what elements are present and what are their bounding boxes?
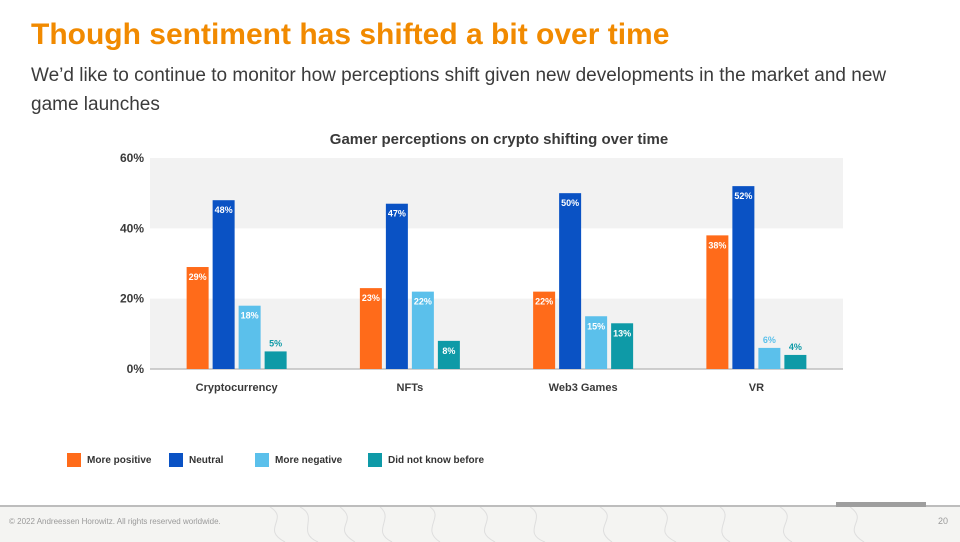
bar: [411, 291, 434, 369]
bar: [533, 291, 556, 369]
data-label: 29%: [189, 272, 207, 282]
bar: [732, 186, 755, 369]
bar: [359, 288, 382, 369]
data-label: 13%: [613, 328, 631, 338]
x-tick-label: NFTs: [397, 382, 424, 394]
legend-label: Neutral: [189, 454, 224, 466]
slide-title: Though sentiment has shifted a bit over …: [31, 18, 670, 51]
bar: [437, 340, 460, 369]
gridline-band: [150, 158, 843, 229]
bar-chart: Gamer perceptions on crypto shifting ove…: [120, 131, 843, 394]
legend-item: More positive: [67, 453, 151, 467]
chart-title: Gamer perceptions on crypto shifting ove…: [330, 131, 668, 148]
bar: [559, 193, 582, 369]
data-label: 5%: [269, 338, 282, 348]
y-tick-label: 60%: [120, 151, 144, 165]
data-label: 52%: [734, 191, 752, 201]
data-label: 4%: [789, 342, 802, 352]
legend-item: More negative: [255, 453, 342, 467]
data-label: 23%: [362, 293, 380, 303]
legend-label: More positive: [87, 454, 152, 466]
data-label: 22%: [535, 297, 553, 307]
data-label: 38%: [708, 240, 726, 250]
data-label: 8%: [442, 346, 455, 356]
bar: [186, 267, 209, 369]
data-label: 22%: [414, 297, 432, 307]
legend-item: Did not know before: [368, 453, 484, 467]
bar: [585, 316, 608, 369]
data-label: 18%: [241, 311, 259, 321]
data-label: 50%: [561, 198, 579, 208]
bar: [784, 354, 807, 369]
bar: [385, 203, 408, 369]
legend-label: More negative: [275, 454, 343, 466]
data-label: 48%: [215, 205, 233, 215]
footer-band: [0, 505, 960, 542]
footer-copyright: © 2022 Andreessen Horowitz. All rights r…: [9, 517, 221, 526]
page-number: 20: [937, 516, 948, 526]
legend-swatch: [255, 453, 269, 467]
y-tick-label: 20%: [120, 292, 144, 306]
footer-accent-bar: [836, 502, 926, 507]
bar: [238, 305, 261, 369]
legend-item: Neutral: [169, 453, 223, 467]
footer-topography-pattern: [269, 507, 865, 542]
legend-swatch: [67, 453, 81, 467]
x-tick-label: Web3 Games: [549, 382, 618, 394]
bar: [706, 235, 729, 369]
legend-swatch: [169, 453, 183, 467]
legend-swatch: [368, 453, 382, 467]
y-tick-label: 0%: [127, 362, 145, 376]
data-label: 6%: [763, 335, 776, 345]
bar: [264, 351, 287, 369]
data-label: 47%: [388, 209, 406, 219]
x-tick-label: Cryptocurrency: [196, 382, 279, 394]
legend-label: Did not know before: [388, 454, 485, 466]
slide-subtitle: We’d like to continue to monitor how per…: [31, 65, 887, 115]
data-label: 15%: [587, 321, 605, 331]
bar: [611, 323, 634, 369]
x-tick-label: VR: [749, 382, 764, 394]
bar: [212, 200, 235, 369]
bar: [758, 347, 781, 369]
y-tick-label: 40%: [120, 221, 144, 235]
